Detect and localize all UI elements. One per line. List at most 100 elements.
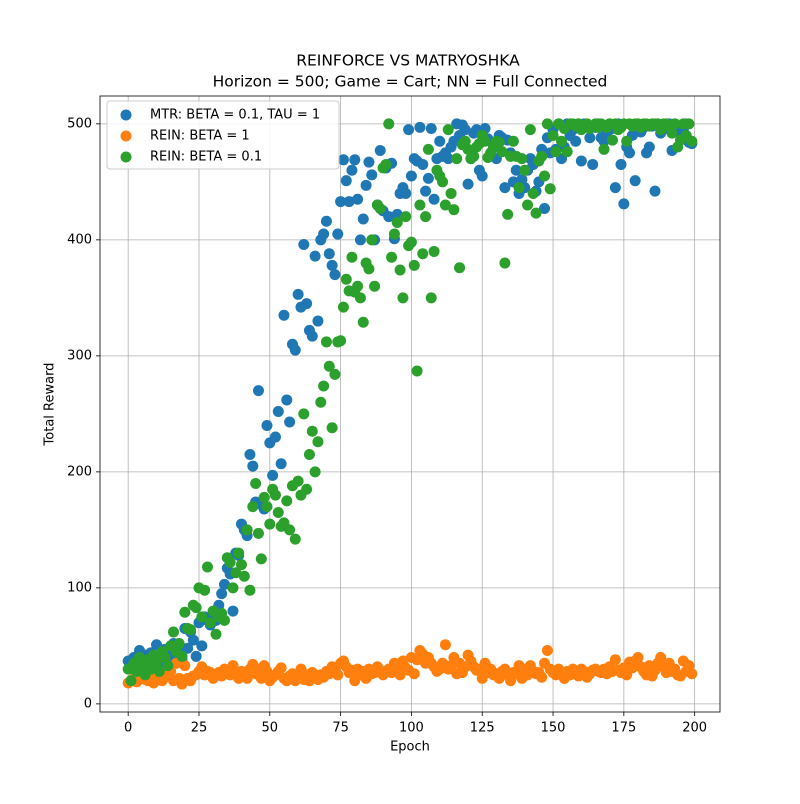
point <box>683 118 695 130</box>
point <box>264 518 276 530</box>
point <box>360 179 372 191</box>
point <box>301 483 313 495</box>
point <box>442 124 454 136</box>
point <box>252 385 264 397</box>
point <box>405 236 417 248</box>
point <box>210 628 222 640</box>
y-tick-label: 0 <box>84 696 92 711</box>
point <box>269 489 281 501</box>
point <box>618 198 630 210</box>
point <box>199 584 211 596</box>
point <box>320 336 332 348</box>
x-tick-label: 25 <box>191 721 208 736</box>
point <box>374 203 386 215</box>
point <box>167 626 179 638</box>
point <box>196 640 208 652</box>
point <box>320 215 332 227</box>
point <box>176 650 188 662</box>
point <box>420 211 432 223</box>
point <box>281 495 293 507</box>
point <box>309 466 321 478</box>
point <box>400 211 412 223</box>
point <box>312 315 324 327</box>
point <box>609 182 621 194</box>
point <box>539 170 551 182</box>
point <box>686 668 698 680</box>
point <box>524 124 536 136</box>
point <box>380 158 392 170</box>
point <box>550 146 562 158</box>
point <box>425 292 437 304</box>
point <box>536 671 548 683</box>
point <box>247 501 259 513</box>
point <box>306 330 318 342</box>
point <box>411 365 423 377</box>
point <box>303 448 315 460</box>
point <box>425 122 437 134</box>
point <box>227 605 239 617</box>
point <box>329 269 341 281</box>
legend-marker <box>120 109 132 121</box>
point <box>502 208 514 220</box>
point <box>289 344 301 356</box>
point <box>337 301 349 313</box>
point <box>422 143 434 155</box>
point <box>561 146 573 158</box>
point <box>241 524 253 536</box>
legend-marker <box>120 151 132 163</box>
point <box>326 422 338 434</box>
point <box>513 182 525 194</box>
point <box>182 642 194 654</box>
point <box>315 396 327 408</box>
point <box>241 672 253 684</box>
point <box>292 475 304 487</box>
point <box>306 425 318 437</box>
point <box>275 458 287 470</box>
point <box>162 660 174 672</box>
point <box>318 228 330 240</box>
point <box>196 611 208 623</box>
point <box>238 570 250 582</box>
point <box>357 316 369 328</box>
point <box>609 654 621 666</box>
point <box>655 651 667 663</box>
point <box>343 196 355 208</box>
point <box>621 135 633 147</box>
point <box>459 124 471 136</box>
point <box>539 203 551 215</box>
point <box>153 665 165 677</box>
point <box>510 164 522 176</box>
point <box>388 228 400 240</box>
point <box>541 118 553 130</box>
point <box>428 193 440 205</box>
point <box>643 141 655 153</box>
point <box>349 154 361 166</box>
y-tick-label: 100 <box>67 580 92 595</box>
point <box>346 251 358 263</box>
point <box>352 280 364 292</box>
legend-label: MTR: BETA = 0.1, TAU = 1 <box>150 108 320 123</box>
x-tick-label: 100 <box>399 721 424 736</box>
point <box>337 154 349 166</box>
point <box>383 118 395 130</box>
legend-box <box>106 100 340 170</box>
point <box>434 135 446 147</box>
point <box>496 146 508 158</box>
point <box>408 259 420 271</box>
point <box>403 124 415 136</box>
point <box>184 624 196 636</box>
point <box>312 436 324 448</box>
point <box>575 155 587 167</box>
point <box>400 187 412 199</box>
x-tick-label: 175 <box>611 721 636 736</box>
point <box>335 196 347 208</box>
point <box>394 264 406 276</box>
x-tick-label: 0 <box>124 721 132 736</box>
point <box>230 567 242 579</box>
point <box>292 288 304 300</box>
point <box>451 153 463 165</box>
point <box>173 638 185 650</box>
point <box>218 578 230 590</box>
x-tick-label: 150 <box>541 721 566 736</box>
